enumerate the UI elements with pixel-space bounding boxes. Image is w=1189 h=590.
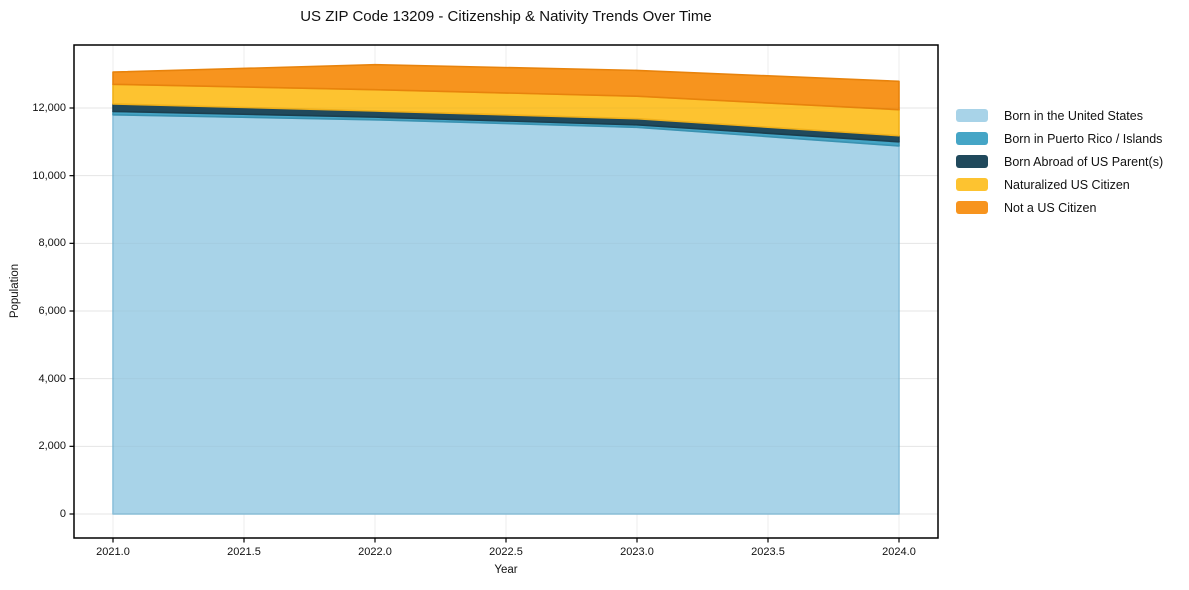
legend-item-2: Born Abroad of US Parent(s) [956,150,1163,173]
chart-title: US ZIP Code 13209 - Citizenship & Nativi… [300,8,712,25]
legend-item-0: Born in the United States [956,104,1163,127]
x-tick-label: 2024.0 [882,546,916,558]
legend-label: Naturalized US Citizen [1004,177,1130,192]
y-tick-label: 2,000 [38,440,66,453]
legend-label: Born in the United States [1004,108,1143,123]
legend-swatch [956,155,988,168]
legend-swatch [956,178,988,191]
x-tick-label: 2023.0 [620,546,654,558]
x-axis-label: Year [494,564,518,576]
y-tick-label: 10,000 [32,169,66,182]
y-tick-label: 12,000 [32,102,66,114]
y-tick-label: 8,000 [38,237,66,250]
legend-swatch [956,109,988,122]
x-tick-label: 2022.5 [489,546,523,558]
legend: Born in the United States Born in Puerto … [956,104,1163,219]
area-layer-0 [112,114,900,515]
legend-swatch [956,201,988,214]
legend-label: Born Abroad of US Parent(s) [1004,154,1164,169]
x-tick-label: 2021.5 [227,546,261,558]
legend-item-4: Not a US Citizen [956,196,1163,219]
legend-item-1: Born in Puerto Rico / Islands [956,127,1163,150]
y-tick-label: 0 [59,508,66,520]
x-tick-label: 2023.5 [751,546,785,558]
legend-swatch [956,132,988,145]
y-tick-label: 6,000 [38,305,66,317]
area-layer-4 [112,63,900,111]
x-tick-label: 2022.0 [358,546,392,558]
legend-label: Born in Puerto Rico / Islands [1004,131,1163,146]
x-tick-label: 2021.0 [96,546,130,558]
y-tick-label: 4,000 [38,372,66,385]
legend-item-3: Naturalized US Citizen [956,173,1163,196]
legend-label: Not a US Citizen [1004,200,1097,215]
